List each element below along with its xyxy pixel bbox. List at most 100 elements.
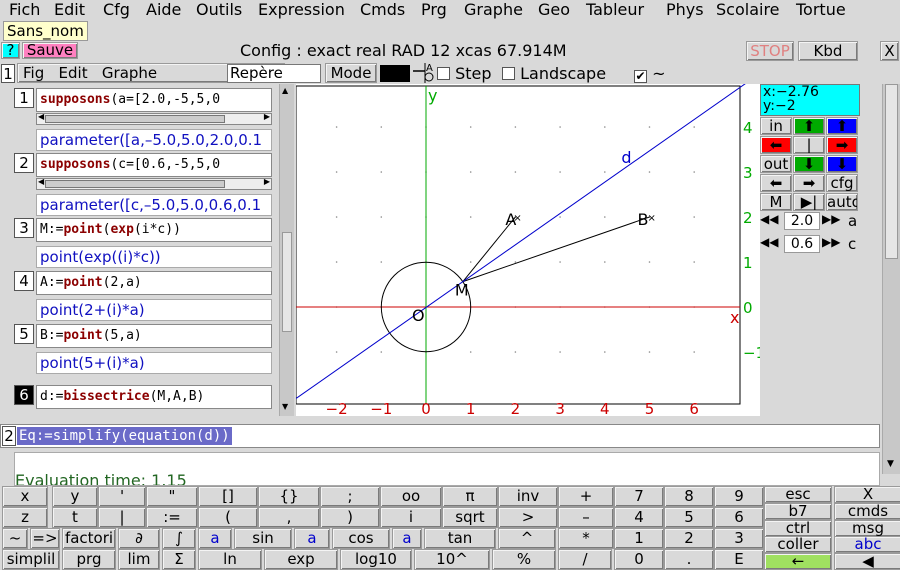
key-button[interactable]: a bbox=[198, 528, 232, 549]
key-button[interactable]: ∂ bbox=[118, 528, 160, 549]
side-key-button[interactable]: ◀ bbox=[834, 553, 900, 570]
key-button[interactable]: {} bbox=[258, 486, 320, 507]
cfg-button[interactable]: cfg bbox=[826, 174, 858, 192]
key-button[interactable]: | bbox=[98, 507, 146, 528]
entries-scrollbar[interactable]: ▲ ▼ bbox=[279, 84, 294, 416]
menu-geo[interactable]: Geo bbox=[538, 0, 571, 19]
parameter-slider[interactable]: ◀ ▶ bbox=[36, 177, 272, 190]
menu-fich[interactable]: Fich bbox=[9, 0, 41, 19]
key-button[interactable]: Σ bbox=[162, 549, 196, 570]
side-key-button[interactable]: coller bbox=[764, 536, 832, 554]
slider-thumb[interactable] bbox=[45, 180, 225, 188]
side-key-button[interactable]: msg bbox=[834, 519, 900, 537]
key-button[interactable]: ~ bbox=[2, 528, 28, 549]
key-button[interactable]: + bbox=[558, 486, 614, 507]
parameter-slider[interactable]: ◀ ▶ bbox=[36, 112, 272, 125]
entry-command[interactable]: M:=point(exp(i*c)) bbox=[36, 218, 272, 242]
menu-aide[interactable]: Aide bbox=[146, 0, 182, 19]
c-value[interactable]: 0.6 bbox=[784, 235, 820, 253]
key-button[interactable]: ( bbox=[198, 507, 258, 528]
config-label[interactable]: Config : exact real RAD 12 xcas 67.914M bbox=[240, 41, 567, 60]
key-button[interactable]: => bbox=[30, 528, 60, 549]
center-icon[interactable]: | bbox=[793, 136, 825, 154]
key-button[interactable]: y bbox=[52, 486, 98, 507]
step-check-box[interactable] bbox=[437, 67, 450, 80]
slider-thumb[interactable] bbox=[45, 115, 225, 123]
scroll-up-icon[interactable]: ▲ bbox=[282, 86, 289, 95]
key-button[interactable]: ln bbox=[198, 549, 262, 570]
scroll-down-icon[interactable]: ▼ bbox=[282, 402, 289, 411]
entry-command[interactable]: supposons(a=[2.0,-5,5,0 bbox=[36, 88, 272, 112]
main-scroll-thumb[interactable] bbox=[885, 84, 898, 259]
side-key-button[interactable]: esc bbox=[764, 486, 832, 503]
main-scrollbar[interactable]: ▼ bbox=[882, 84, 900, 474]
entry-command[interactable]: B:=point(5,a) bbox=[36, 324, 272, 348]
left-red-icon[interactable]: ⬅ bbox=[760, 136, 792, 154]
color-swatch[interactable] bbox=[380, 65, 410, 82]
main-scroll-down-icon[interactable]: ▼ bbox=[887, 459, 894, 469]
key-button[interactable]: a bbox=[294, 528, 330, 549]
menu-edit[interactable]: Edit bbox=[54, 0, 85, 19]
key-button[interactable]: 3 bbox=[714, 528, 764, 549]
key-button[interactable]: i bbox=[380, 507, 442, 528]
key-button[interactable]: t bbox=[52, 507, 98, 528]
menu-graphe[interactable]: Graphe bbox=[464, 0, 523, 19]
frame-field[interactable]: Repère bbox=[227, 64, 321, 83]
key-button[interactable]: inv bbox=[498, 486, 558, 507]
graph-area[interactable]: × × d A B M Ox y −2 −1 0 1 2 3 4 5 6 4 3 2 1 0 −1 bbox=[291, 56, 784, 418]
graph-svg[interactable]: × × d A B M Ox y −2 −1 0 1 2 3 4 5 6 4 3 2 1 0 −1 bbox=[291, 56, 784, 418]
side-key-button[interactable]: abc bbox=[834, 536, 900, 554]
line-2-input[interactable]: Eq:=simplify(equation(d)) bbox=[17, 427, 232, 445]
save-button[interactable]: Sauve bbox=[22, 42, 78, 59]
step-checkbox[interactable]: Step bbox=[437, 64, 492, 83]
line-style-icon[interactable]: A bbox=[412, 63, 434, 83]
key-button[interactable]: – bbox=[558, 507, 614, 528]
play-icon[interactable]: ▶| bbox=[793, 193, 825, 211]
c-inc-icon[interactable]: ▶▶ bbox=[822, 235, 841, 249]
entry-command[interactable]: supposons(c=[0.6,-5,5,0 bbox=[36, 153, 272, 177]
m-button[interactable]: M bbox=[760, 193, 792, 211]
key-button[interactable]: 10^ bbox=[414, 549, 490, 570]
entry-command[interactable]: A:=point(2,a) bbox=[36, 271, 272, 295]
key-button[interactable]: oo bbox=[380, 486, 442, 507]
key-button[interactable]: sin bbox=[234, 528, 292, 549]
key-button[interactable]: simplil bbox=[2, 549, 60, 570]
menu-phys[interactable]: Phys bbox=[666, 0, 704, 19]
key-button[interactable]: , bbox=[258, 507, 320, 528]
key-button[interactable]: ) bbox=[320, 507, 380, 528]
side-key-button[interactable]: ctrl bbox=[764, 519, 832, 537]
slider-right-icon[interactable]: ▶ bbox=[263, 112, 270, 121]
up-green-icon[interactable]: ⬆ bbox=[793, 117, 825, 135]
key-button[interactable]: % bbox=[492, 549, 556, 570]
key-button[interactable]: exp bbox=[264, 549, 338, 570]
key-button[interactable]: cos bbox=[332, 528, 390, 549]
key-button[interactable]: ' bbox=[98, 486, 146, 507]
a-inc-icon[interactable]: ▶▶ bbox=[822, 212, 841, 226]
tilde-check-box[interactable]: ✔ bbox=[634, 69, 647, 83]
c-dec-icon[interactable]: ◀◀ bbox=[760, 235, 779, 249]
auto-button[interactable]: auto bbox=[826, 193, 858, 211]
key-button[interactable]: " bbox=[146, 486, 198, 507]
key-button[interactable]: factori bbox=[62, 528, 116, 549]
key-button[interactable]: 1 bbox=[614, 528, 664, 549]
entry-command[interactable]: d:=bissectrice(M,A,B) bbox=[36, 385, 272, 409]
side-key-button[interactable]: X bbox=[834, 486, 900, 503]
key-button[interactable]: log10 bbox=[340, 549, 412, 570]
key-button[interactable]: 9 bbox=[714, 486, 764, 507]
down-green-icon[interactable]: ⬇ bbox=[793, 155, 825, 173]
key-button[interactable]: 6 bbox=[714, 507, 764, 528]
down-blue-icon[interactable]: ⬇ bbox=[826, 155, 858, 173]
key-button[interactable]: lim bbox=[118, 549, 160, 570]
menu-tableur[interactable]: Tableur bbox=[586, 0, 645, 19]
close-session-button[interactable]: X bbox=[880, 41, 899, 61]
scroll-thumb[interactable] bbox=[282, 232, 292, 332]
side-key-button[interactable]: cmds bbox=[834, 502, 900, 520]
forward-icon[interactable]: ➡ bbox=[793, 174, 825, 192]
zoom-out-button[interactable]: out bbox=[760, 155, 792, 173]
key-button[interactable]: 2 bbox=[664, 528, 714, 549]
key-button[interactable]: prg bbox=[62, 549, 116, 570]
landscape-checkbox[interactable]: Landscape bbox=[502, 64, 606, 83]
a-dec-icon[interactable]: ◀◀ bbox=[760, 212, 779, 226]
key-button[interactable]: [] bbox=[198, 486, 258, 507]
key-button[interactable]: ; bbox=[320, 486, 380, 507]
